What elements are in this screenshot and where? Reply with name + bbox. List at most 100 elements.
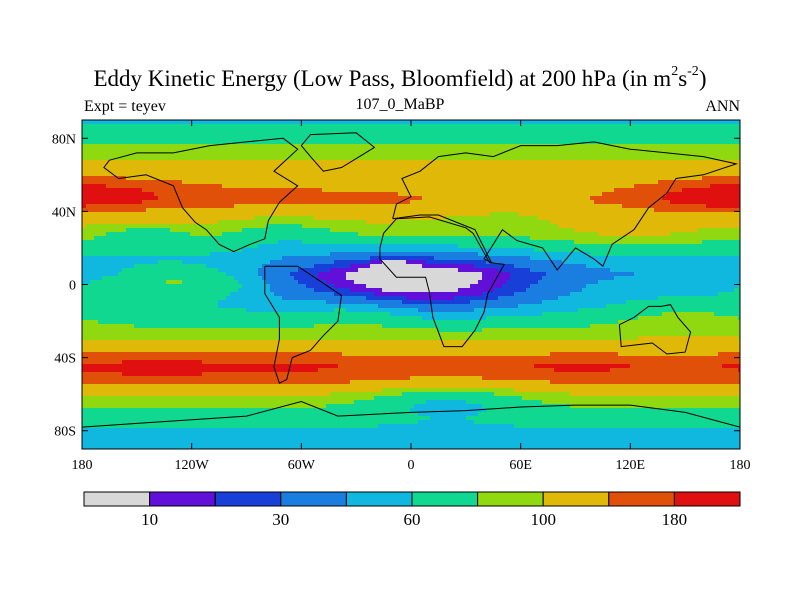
heatmap-cell — [486, 232, 491, 237]
heatmap-cell — [146, 144, 151, 149]
heatmap-cell — [442, 232, 447, 237]
heatmap-cell — [642, 204, 647, 209]
heatmap-cell — [422, 144, 427, 149]
heatmap-cell — [606, 196, 611, 201]
heatmap-cell — [346, 204, 351, 209]
heatmap-cell — [290, 220, 295, 225]
heatmap-cell — [682, 156, 687, 161]
heatmap-cell — [550, 232, 555, 237]
heatmap-cell — [682, 212, 687, 217]
heatmap-cell — [434, 212, 439, 217]
heatmap-cell — [154, 236, 159, 241]
heatmap-cell — [238, 156, 243, 161]
heatmap-cell — [150, 132, 155, 137]
heatmap-cell — [330, 156, 335, 161]
heatmap-cell — [174, 152, 179, 157]
heatmap-cell — [202, 228, 207, 233]
heatmap-cell — [278, 192, 283, 197]
heatmap-cell — [274, 152, 279, 157]
heatmap-cell — [458, 120, 463, 125]
heatmap-cell — [674, 180, 679, 185]
heatmap-cell — [318, 216, 323, 221]
heatmap-cell — [502, 208, 507, 213]
heatmap-cell — [646, 200, 651, 205]
heatmap-cell — [242, 180, 247, 185]
heatmap-cell — [630, 140, 635, 145]
heatmap-cell — [158, 168, 163, 173]
heatmap-cell — [654, 192, 659, 197]
heatmap-cell — [622, 224, 627, 229]
heatmap-cell — [530, 236, 535, 241]
heatmap-cell — [178, 128, 183, 133]
heatmap-cell — [354, 140, 359, 145]
heatmap-cell — [630, 216, 635, 221]
heatmap-cell — [606, 224, 611, 229]
heatmap-cell — [358, 228, 363, 233]
heatmap-cell — [262, 120, 267, 125]
heatmap-cell — [326, 212, 331, 217]
heatmap-cell — [158, 236, 163, 241]
heatmap-cell — [422, 192, 427, 197]
heatmap-cell — [298, 184, 303, 189]
heatmap-cell — [366, 160, 371, 165]
heatmap-cell — [302, 208, 307, 213]
heatmap-cell — [710, 196, 715, 201]
heatmap-cell — [238, 164, 243, 169]
heatmap-cell — [538, 220, 543, 225]
heatmap-cell — [706, 140, 711, 145]
heatmap-cell — [110, 164, 115, 169]
heatmap-cell — [414, 228, 419, 233]
heatmap-cell — [598, 196, 603, 201]
heatmap-cell — [486, 228, 491, 233]
heatmap-cell — [406, 176, 411, 181]
heatmap-cell — [654, 140, 659, 145]
heatmap-cell — [694, 136, 699, 141]
heatmap-cell — [214, 176, 219, 181]
heatmap-cell — [150, 216, 155, 221]
heatmap-cell — [286, 176, 291, 181]
heatmap-cell — [382, 128, 387, 133]
heatmap-cell — [274, 200, 279, 205]
heatmap-cell — [170, 188, 175, 193]
heatmap-cell — [222, 196, 227, 201]
heatmap-cell — [490, 180, 495, 185]
heatmap-cell — [158, 196, 163, 201]
heatmap-cell — [458, 156, 463, 161]
heatmap-cell — [174, 200, 179, 205]
heatmap-cell — [442, 184, 447, 189]
heatmap-cell — [522, 232, 527, 237]
heatmap-cell — [138, 204, 143, 209]
heatmap-cell — [462, 168, 467, 173]
heatmap-cell — [566, 168, 571, 173]
heatmap-cell — [514, 140, 519, 145]
heatmap-cell — [374, 156, 379, 161]
heatmap-cell — [474, 228, 479, 233]
heatmap-cell — [626, 208, 631, 213]
heatmap-cell — [330, 132, 335, 137]
heatmap-cell — [410, 124, 415, 129]
heatmap-cell — [150, 172, 155, 177]
heatmap-cell — [586, 160, 591, 165]
heatmap-cell — [302, 228, 307, 233]
heatmap-cell — [522, 208, 527, 213]
heatmap-cell — [634, 156, 639, 161]
heatmap-cell — [534, 216, 539, 221]
heatmap-cell — [506, 220, 511, 225]
heatmap-cell — [586, 200, 591, 205]
heatmap-cell — [210, 140, 215, 145]
heatmap-cell — [726, 224, 731, 229]
heatmap-cell — [462, 160, 467, 165]
heatmap-cell — [722, 164, 727, 169]
heatmap-cell — [706, 196, 711, 201]
heatmap-cell — [622, 172, 627, 177]
heatmap-cell — [174, 204, 179, 209]
heatmap-cell — [166, 176, 171, 181]
heatmap-cell — [450, 144, 455, 149]
heatmap-cell — [210, 224, 215, 229]
heatmap-cell — [174, 132, 179, 137]
heatmap-cell — [202, 152, 207, 157]
heatmap-cell — [646, 192, 651, 197]
heatmap-cell — [318, 232, 323, 237]
heatmap-cell — [670, 184, 675, 189]
heatmap-cell — [94, 152, 99, 157]
